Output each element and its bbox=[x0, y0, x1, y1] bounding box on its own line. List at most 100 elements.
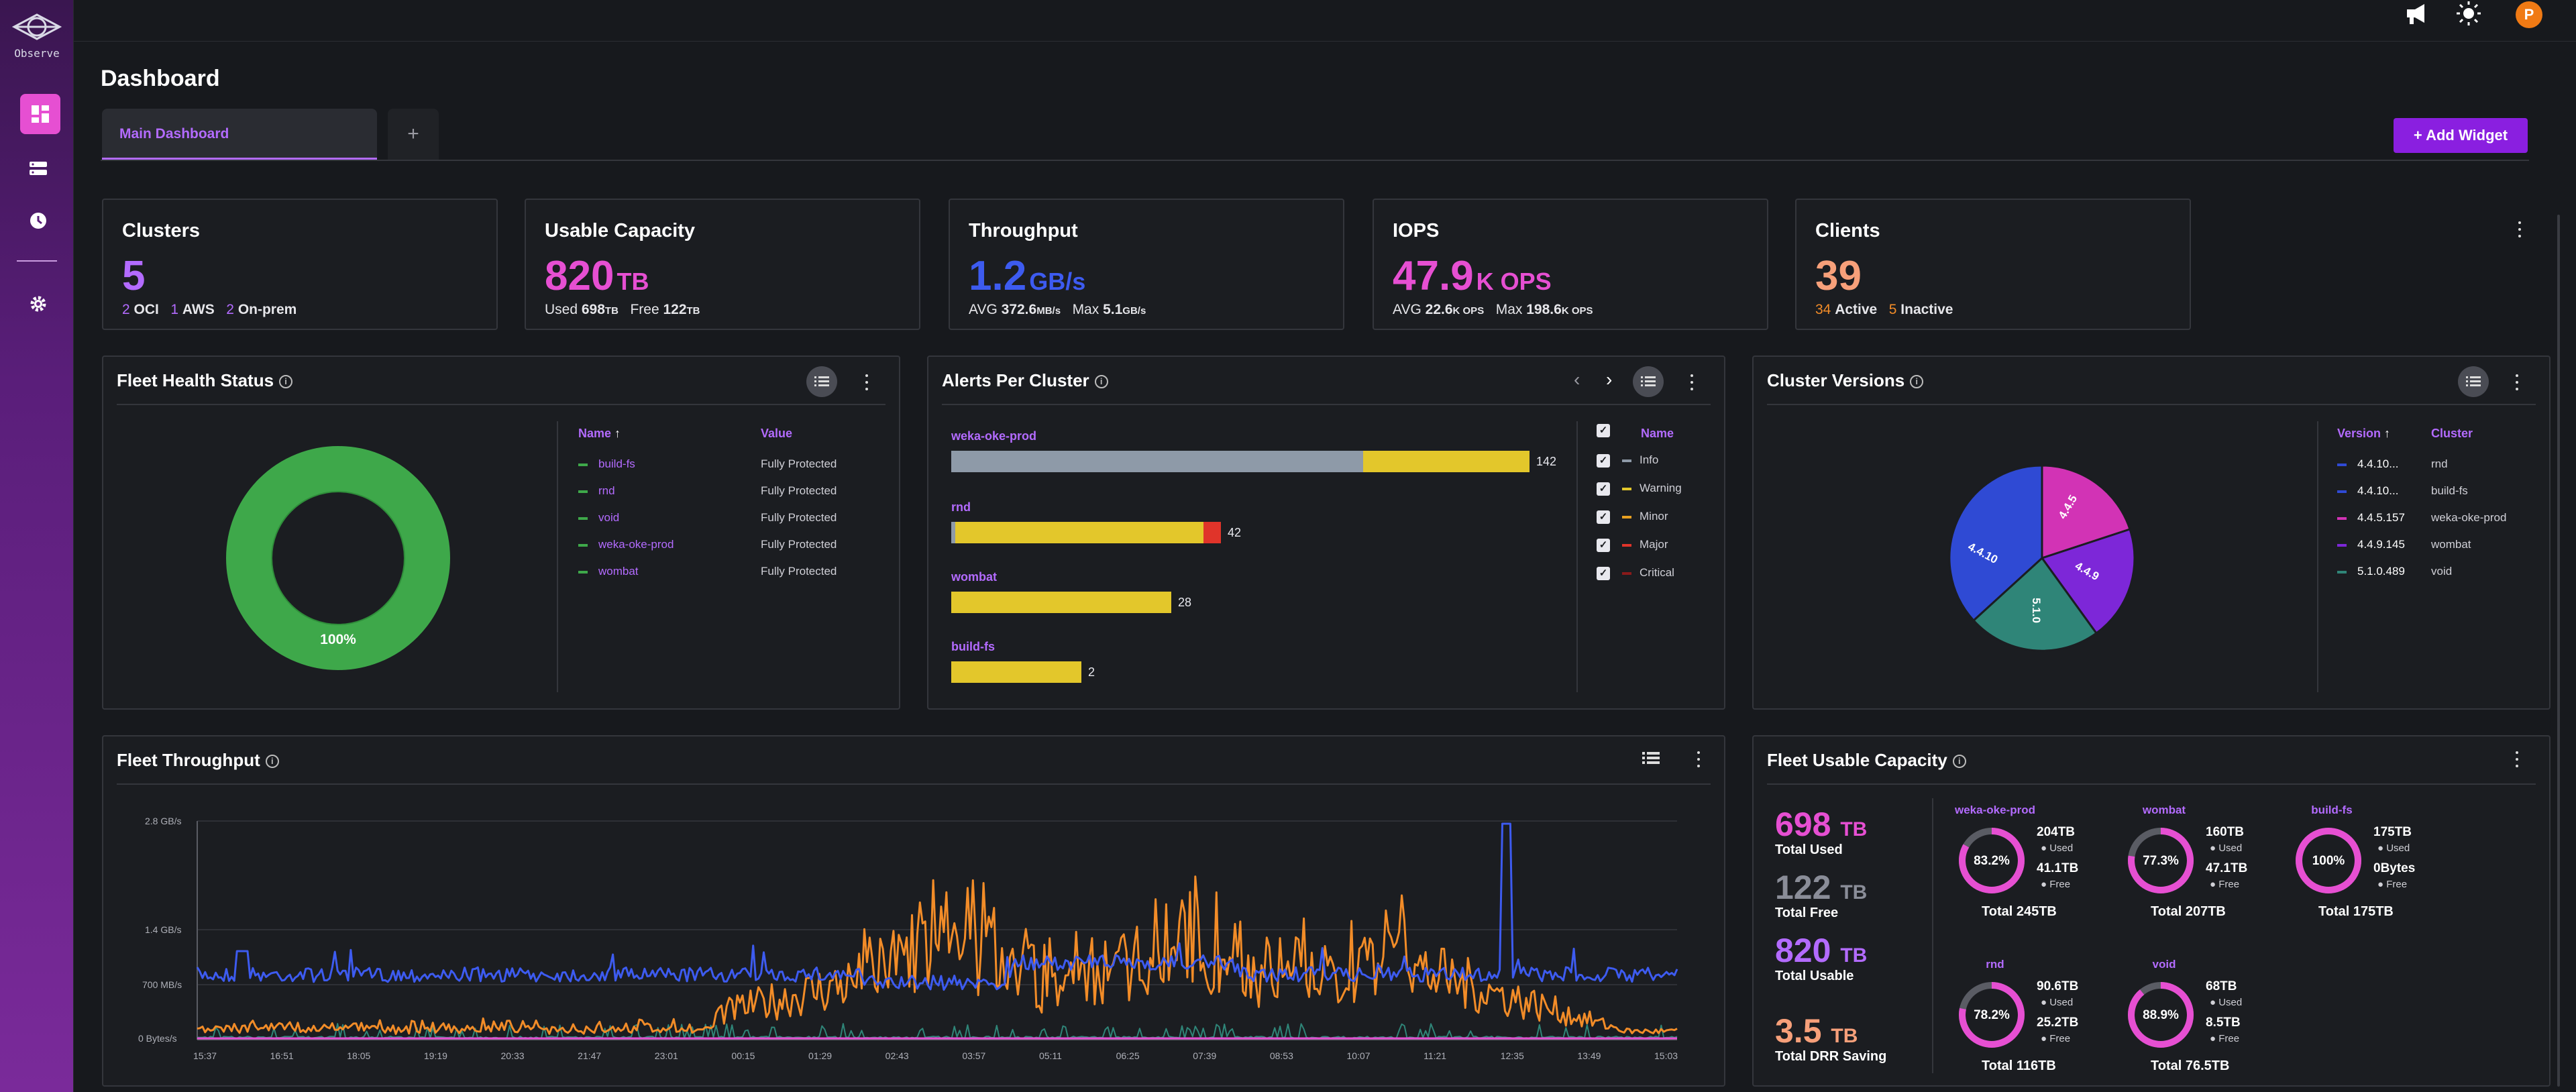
legend-row[interactable]: void bbox=[578, 511, 619, 525]
legend-select-all-checkbox[interactable]: ✓ bbox=[1597, 424, 1622, 437]
add-tab-button[interactable]: + bbox=[388, 109, 439, 160]
bar-total-label: 28 bbox=[1178, 596, 1192, 609]
legend-item-critical[interactable]: ✓ Critical bbox=[1597, 566, 1674, 580]
x-tick-label: 01:29 bbox=[808, 1050, 833, 1061]
legend-cluster: void bbox=[2431, 565, 2453, 578]
throughput-line-chart bbox=[196, 820, 1678, 1040]
info-icon: i bbox=[1952, 755, 1966, 769]
scrollbar[interactable] bbox=[2557, 215, 2560, 1087]
ring-total-label: Total 245TB bbox=[1982, 904, 2057, 919]
nav-dashboard-button[interactable] bbox=[20, 94, 60, 134]
legend-item-minor[interactable]: ✓ Minor bbox=[1597, 510, 1668, 524]
ring-free-value: 8.5TB bbox=[2206, 1016, 2241, 1030]
add-widget-button[interactable]: + Add Widget bbox=[2394, 118, 2528, 153]
legend-item-major[interactable]: ✓ Major bbox=[1597, 538, 1668, 552]
ring-percent-label: 88.9% bbox=[2143, 1008, 2179, 1022]
legend-row[interactable]: 4.4.10... bbox=[2337, 484, 2398, 498]
legend-row[interactable]: build-fs bbox=[578, 457, 635, 471]
x-tick-label: 10:07 bbox=[1346, 1050, 1371, 1061]
widget-menu-icon[interactable] bbox=[1686, 370, 1697, 394]
capacity-divider bbox=[1932, 798, 1933, 1073]
legend-header-cluster: Cluster bbox=[2431, 427, 2473, 440]
widget-header-divider bbox=[117, 404, 885, 405]
total-usable-value: 820 TB bbox=[1775, 932, 1868, 969]
bar-segment-warning[interactable] bbox=[955, 522, 1203, 543]
x-tick-label: 19:19 bbox=[423, 1050, 447, 1061]
x-tick-label: 03:57 bbox=[962, 1050, 986, 1061]
nav-servers-button[interactable] bbox=[28, 158, 48, 182]
legend-row[interactable]: 4.4.9.145 bbox=[2337, 538, 2405, 551]
capacity-ring[interactable]: 83.2% bbox=[1955, 824, 2029, 897]
x-tick-label: 15:03 bbox=[1654, 1050, 1678, 1061]
total-drr-label: Total DRR Saving bbox=[1775, 1049, 1887, 1064]
nav-history-button[interactable] bbox=[28, 211, 48, 234]
legend-header-version[interactable]: Version ↑ bbox=[2337, 427, 2391, 440]
ring-free-label: ● Free bbox=[2210, 879, 2240, 890]
widget-menu-icon[interactable] bbox=[2512, 747, 2522, 771]
widget-menu-icon[interactable] bbox=[2512, 370, 2522, 394]
legend-item-info[interactable]: ✓ Info bbox=[1597, 453, 1658, 468]
pie-label: 5.1.0 bbox=[2029, 598, 2043, 623]
page-title: Dashboard bbox=[101, 66, 220, 91]
legend-row[interactable]: 4.4.5.157 bbox=[2337, 511, 2405, 525]
bar-segment-info[interactable] bbox=[951, 522, 955, 543]
legend-item-warning[interactable]: ✓ Warning bbox=[1597, 482, 1682, 496]
bar-segment-warning[interactable] bbox=[1363, 451, 1529, 472]
widget-menu-icon[interactable] bbox=[1693, 747, 1704, 771]
x-tick-label: 12:35 bbox=[1500, 1050, 1524, 1061]
theme-toggle-icon[interactable] bbox=[2454, 0, 2483, 30]
ring-free-label: ● Free bbox=[2210, 1033, 2240, 1044]
ring-free-value: 0Bytes bbox=[2373, 861, 2416, 875]
ring-used-label: ● Used bbox=[2041, 997, 2074, 1008]
legend-row[interactable]: rnd bbox=[578, 484, 615, 498]
ring-cluster-name: void bbox=[2152, 958, 2176, 971]
list-view-icon[interactable] bbox=[1642, 751, 1660, 768]
legend-cluster: weka-oke-prod bbox=[2431, 511, 2507, 524]
kpi-clients-card: Clients 39 34 Active 5 Inactive bbox=[1795, 199, 2191, 330]
list-view-icon[interactable] bbox=[1633, 366, 1664, 397]
kpi-row-menu-icon[interactable] bbox=[2514, 217, 2525, 241]
bar-cluster-label: rnd bbox=[951, 500, 971, 514]
list-view-icon[interactable] bbox=[2458, 366, 2489, 397]
x-tick-label: 15:37 bbox=[193, 1050, 217, 1061]
bar-segment-info[interactable] bbox=[951, 451, 1363, 472]
series-line-blue bbox=[196, 822, 1678, 991]
widget-header-divider bbox=[117, 783, 1711, 785]
legend-header-name[interactable]: Name ↑ bbox=[578, 427, 621, 440]
capacity-ring[interactable]: 88.9% bbox=[2124, 978, 2198, 1052]
logo-icon[interactable] bbox=[11, 12, 62, 50]
nav-settings-button[interactable] bbox=[28, 294, 48, 317]
widget-title: Cluster Versions i bbox=[1767, 370, 1924, 391]
fleet-throughput-widget: Fleet Throughput i 2.8 GB/s 1.4 GB/s 700 … bbox=[102, 735, 1725, 1087]
list-view-icon[interactable] bbox=[806, 366, 837, 397]
chevron-right-icon[interactable]: › bbox=[1606, 369, 1613, 390]
capacity-ring[interactable]: 100% bbox=[2292, 824, 2365, 897]
ring-total-label: Total 76.5TB bbox=[2151, 1058, 2230, 1073]
kpi-clusters-card: Clusters 5 2 OCI 1 AWS 2 On-prem bbox=[102, 199, 498, 330]
ring-used-label: ● Used bbox=[2210, 842, 2243, 854]
legend-row[interactable]: 4.4.10... bbox=[2337, 457, 2398, 471]
bar-segment-warning[interactable] bbox=[951, 592, 1171, 613]
capacity-ring[interactable]: 77.3% bbox=[2124, 824, 2198, 897]
capacity-ring[interactable]: 78.2% bbox=[1955, 978, 2029, 1052]
kpi-subtext: AVG 22.6K OPS Max 198.6K OPS bbox=[1393, 302, 1593, 317]
chevron-left-icon[interactable]: ‹ bbox=[1574, 369, 1580, 390]
bar-total-label: 142 bbox=[1536, 455, 1557, 468]
legend-row[interactable]: wombat bbox=[578, 565, 639, 578]
legend-row[interactable]: 5.1.0.489 bbox=[2337, 565, 2405, 578]
announcement-icon[interactable] bbox=[2402, 0, 2431, 30]
bar-segment-major[interactable] bbox=[1203, 522, 1221, 543]
kpi-subtext: 34 Active 5 Inactive bbox=[1815, 302, 1953, 317]
ring-free-label: ● Free bbox=[2377, 879, 2408, 890]
legend-header-value: Value bbox=[761, 427, 793, 440]
ring-free-label: ● Free bbox=[2041, 1033, 2071, 1044]
x-tick-label: 23:01 bbox=[654, 1050, 678, 1061]
avatar[interactable]: P bbox=[2516, 1, 2542, 28]
legend-row[interactable]: weka-oke-prod bbox=[578, 538, 674, 551]
tab-label: Main Dashboard bbox=[119, 126, 229, 142]
widget-menu-icon[interactable] bbox=[861, 370, 872, 394]
fleet-health-widget: Fleet Health Status i 100% Name ↑ Value b… bbox=[102, 356, 900, 710]
kpi-title: IOPS bbox=[1393, 220, 1440, 241]
tab-main-dashboard[interactable]: Main Dashboard bbox=[102, 109, 377, 160]
bar-segment-warning[interactable] bbox=[951, 661, 1081, 683]
